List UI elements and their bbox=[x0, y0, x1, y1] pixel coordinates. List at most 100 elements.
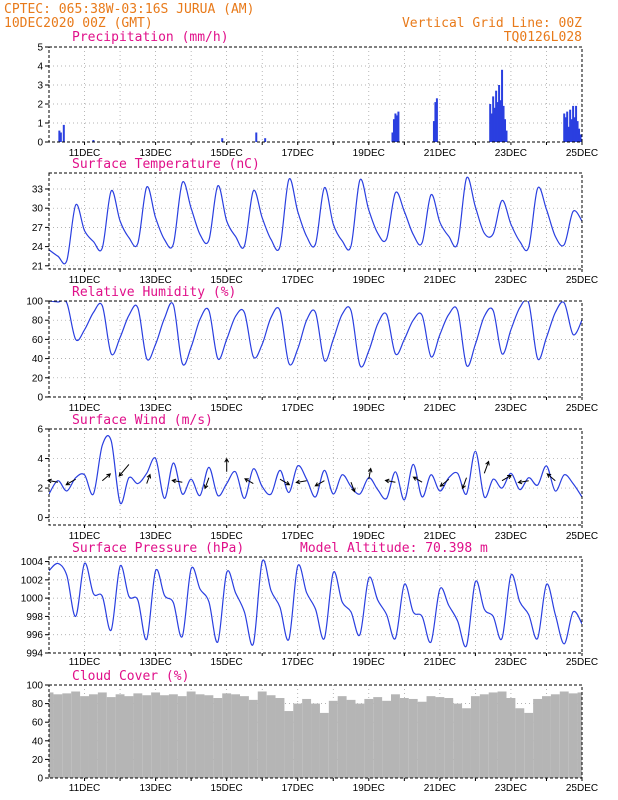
x-tick-label: 11DEC bbox=[69, 783, 101, 794]
wind-direction-arrow bbox=[412, 476, 423, 483]
x-tick-label: 17DEC bbox=[282, 657, 314, 668]
x-tick-label: 19DEC bbox=[353, 531, 385, 542]
wind-direction-arrow bbox=[517, 479, 529, 485]
precipitation-bar bbox=[489, 104, 492, 142]
rh-series-line bbox=[49, 301, 582, 368]
cloud-cover-bar bbox=[257, 691, 267, 778]
pressure-series-line bbox=[49, 559, 582, 648]
surface-temperature-panel: Surface Temperature (nC) 21 24 27 30 33 11DEC… bbox=[32, 157, 598, 286]
x-tick-label: 17DEC bbox=[282, 148, 314, 159]
cloud-cover-bar bbox=[53, 694, 63, 778]
cloud-cover-bar bbox=[408, 698, 418, 778]
precipitation-bar bbox=[435, 98, 438, 142]
cloud-cover-bar bbox=[311, 703, 320, 778]
precipitation-bar bbox=[498, 85, 501, 142]
wind-direction-arrow bbox=[65, 478, 76, 486]
y-tick-label: 5 bbox=[37, 43, 43, 54]
precipitation-bar bbox=[496, 102, 499, 142]
precipitation-title: Precipitation (mm/h) bbox=[72, 30, 229, 45]
wind-direction-arrow bbox=[350, 482, 356, 493]
cloud-cover-bar bbox=[319, 712, 329, 778]
cloud-cover-bar bbox=[328, 700, 338, 778]
x-tick-label: 23DEC bbox=[495, 148, 527, 159]
panel-frame bbox=[48, 684, 583, 779]
y-tick-label: 3 bbox=[37, 81, 43, 92]
wind-direction-arrow bbox=[546, 473, 556, 482]
cloud-cover-bar bbox=[533, 698, 543, 778]
cloud-cover-bar bbox=[195, 694, 205, 778]
x-tick-label: 21DEC bbox=[424, 403, 456, 414]
wind-direction-arrow bbox=[224, 457, 230, 472]
wind-direction-arrow bbox=[314, 480, 325, 487]
x-tick-label: 25DEC bbox=[566, 657, 598, 668]
x-tick-label: 19DEC bbox=[353, 148, 385, 159]
y-tick-label: 4 bbox=[37, 454, 43, 465]
y-tick-label: 40 bbox=[32, 354, 44, 365]
x-tick-label: 21DEC bbox=[424, 657, 456, 668]
wind-direction-arrow bbox=[295, 479, 307, 485]
x-tick-label: 21DEC bbox=[424, 531, 456, 542]
cloud-cover-bar bbox=[88, 694, 98, 778]
x-tick-label: 25DEC bbox=[566, 403, 598, 414]
y-tick-label: 80 bbox=[32, 316, 44, 327]
precipitation-bar bbox=[573, 117, 576, 142]
x-tick-label: 19DEC bbox=[353, 783, 385, 794]
cloud-cover-bar bbox=[488, 692, 498, 778]
y-tick-label: 1 bbox=[37, 119, 43, 130]
y-tick-label: 27 bbox=[32, 223, 44, 234]
precipitation-bar bbox=[502, 105, 505, 142]
wind-direction-arrow bbox=[146, 473, 152, 484]
cloud-cover-bar bbox=[364, 698, 374, 778]
cloud-cover-bar bbox=[462, 708, 471, 778]
x-tick-label: 11DEC bbox=[69, 275, 101, 286]
precipitation-bar bbox=[493, 107, 496, 142]
cloud-cover-bar bbox=[124, 696, 134, 778]
wind-series-line bbox=[49, 435, 582, 505]
x-tick-label: 15DEC bbox=[211, 275, 243, 286]
cloud-cover-bar bbox=[213, 698, 223, 778]
cloud-cover-bar bbox=[577, 692, 582, 778]
cloud-cover-bar bbox=[275, 698, 285, 778]
cloud-cover-bar bbox=[346, 699, 356, 778]
wind-direction-arrow bbox=[101, 473, 112, 482]
cloud-cover-bar bbox=[266, 695, 276, 778]
x-tick-label: 17DEC bbox=[282, 275, 314, 286]
cloud-cover-bar bbox=[515, 708, 525, 778]
x-tick-label: 17DEC bbox=[282, 403, 314, 414]
cloud-cover-bar bbox=[426, 696, 436, 778]
cloud-cover-bar bbox=[444, 698, 454, 778]
wind-direction-arrow bbox=[483, 460, 490, 474]
cloud-cover-bar bbox=[568, 693, 578, 778]
precipitation-bar bbox=[564, 117, 567, 142]
y-tick-label: 0 bbox=[37, 513, 43, 524]
wind-direction-arrow bbox=[501, 474, 512, 482]
cloud-cover-bar bbox=[151, 692, 161, 778]
y-tick-label: 6 bbox=[37, 425, 43, 436]
x-tick-label: 11DEC bbox=[69, 531, 101, 542]
x-tick-label: 13DEC bbox=[139, 148, 171, 159]
surface-pressure-title: Surface Pressure (hPa) bbox=[72, 541, 244, 556]
precipitation-bar bbox=[492, 96, 495, 142]
panel-frame bbox=[48, 428, 583, 526]
precipitation-bar bbox=[570, 119, 573, 142]
x-tick-label: 23DEC bbox=[495, 783, 527, 794]
precipitation-bar bbox=[579, 134, 582, 142]
cloud-cover-bar bbox=[550, 694, 560, 778]
x-tick-label: 15DEC bbox=[211, 657, 243, 668]
y-tick-label: 0 bbox=[37, 774, 43, 785]
cloud-cover-bar bbox=[506, 698, 516, 778]
y-tick-label: 0 bbox=[37, 138, 43, 149]
surface-pressure-panel: Surface Pressure (hPa) Model Altitude: 7… bbox=[21, 541, 598, 668]
y-tick-label: 20 bbox=[32, 373, 44, 384]
precipitation-bar bbox=[576, 121, 579, 142]
precipitation-bar bbox=[566, 111, 569, 142]
y-tick-label: 24 bbox=[32, 242, 44, 253]
header-grid-note: Vertical Grid Line: 00Z bbox=[402, 16, 582, 31]
cloud-cover-bar bbox=[168, 694, 178, 778]
y-tick-label: 994 bbox=[26, 649, 43, 660]
cloud-cover-bar bbox=[293, 703, 303, 778]
x-tick-label: 17DEC bbox=[282, 783, 314, 794]
y-tick-label: 2 bbox=[37, 484, 43, 495]
precipitation-bar bbox=[567, 126, 570, 142]
x-tick-label: 15DEC bbox=[211, 403, 243, 414]
